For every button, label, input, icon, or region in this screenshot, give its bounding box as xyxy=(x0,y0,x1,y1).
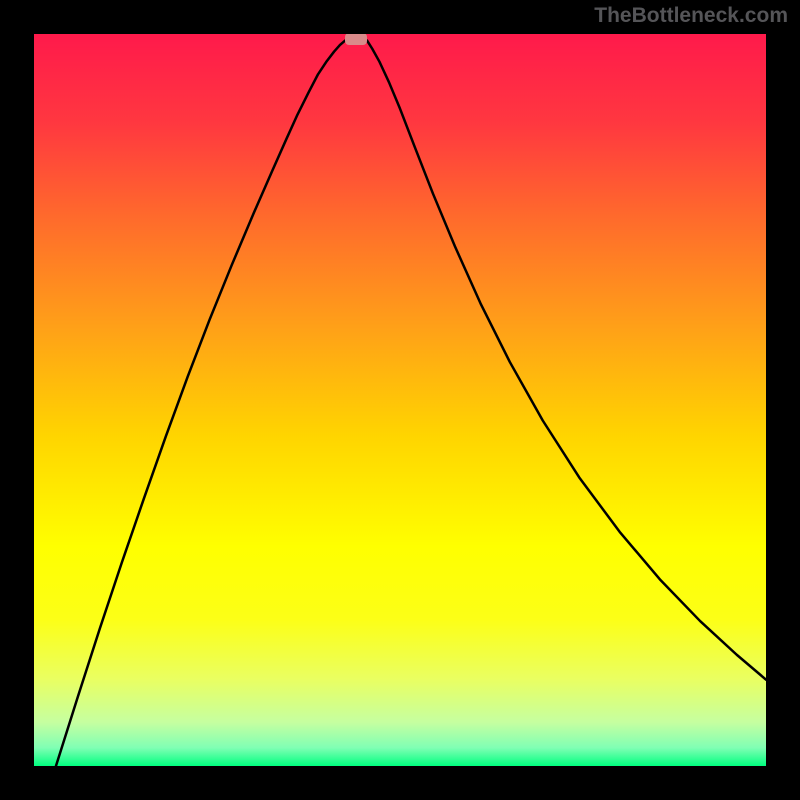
optimum-marker xyxy=(345,34,367,45)
plot-area xyxy=(34,34,766,766)
bottleneck-curve xyxy=(56,41,766,766)
curve-svg xyxy=(34,34,766,766)
watermark-text: TheBottleneck.com xyxy=(594,4,788,28)
chart-container: TheBottleneck.com xyxy=(0,0,800,800)
